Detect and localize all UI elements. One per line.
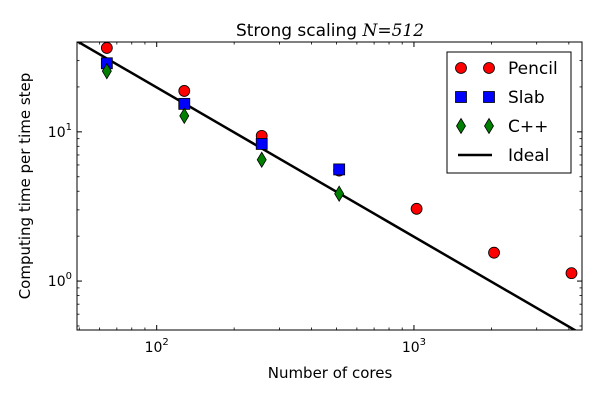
pencil-data-point: [178, 85, 191, 97]
legend-marker-slab: [455, 91, 467, 103]
legend: Pencil Slab C++ Ideal: [446, 51, 572, 174]
pencil-data-point: [100, 42, 113, 54]
x-axis-label: Number of cores: [268, 364, 393, 382]
legend-marker-cplusplus: [484, 117, 494, 135]
pencil-data-point: [565, 267, 578, 280]
x-tick-label: 102: [145, 337, 169, 356]
legend-entry-pencil: Pencil: [455, 59, 558, 79]
legend-label-cplusplus: C++: [508, 117, 548, 137]
series-cplusplus: [101, 62, 345, 202]
ideal-scaling-line: [77, 42, 578, 330]
y-tick-label: 101: [48, 122, 72, 141]
legend-frame: [446, 51, 572, 174]
legend-marker-pencil: [483, 62, 495, 74]
y-tick-label: 100: [48, 271, 72, 290]
legend-label-ideal: Ideal: [508, 146, 549, 166]
plot-frame: [76, 41, 583, 331]
legend-marker-cplusplus: [456, 117, 466, 135]
major-ticks: [77, 42, 582, 330]
chart-title: Strong scaling N=512: [236, 21, 424, 41]
slab-data-point: [255, 138, 268, 150]
legend-entry-cplusplus: C++: [456, 117, 548, 137]
y-axis-label: Computing time per time step: [16, 73, 34, 300]
legend-entry-ideal: Ideal: [458, 146, 549, 166]
legend-label-pencil: Pencil: [508, 59, 558, 79]
legend-marker-slab: [483, 91, 495, 103]
x-tick-label: 103: [402, 337, 426, 356]
chart-title-text: Strong scaling: [236, 21, 357, 41]
slab-data-point: [333, 163, 346, 176]
legend-marker-pencil: [455, 62, 467, 74]
cplusplus-data-point: [179, 107, 190, 125]
pencil-data-point: [488, 246, 500, 259]
series-layer: [77, 42, 578, 330]
cplusplus-data-point: [101, 62, 112, 80]
pencil-data-point: [410, 202, 423, 215]
tick-labels: 102 103 100 101: [48, 122, 426, 356]
cplusplus-data-point: [334, 185, 345, 202]
legend-label-slab: Slab: [508, 88, 545, 108]
legend-entry-slab: Slab: [455, 88, 545, 108]
cplusplus-data-point: [256, 151, 267, 169]
chart-title-math: N=512: [361, 21, 424, 41]
